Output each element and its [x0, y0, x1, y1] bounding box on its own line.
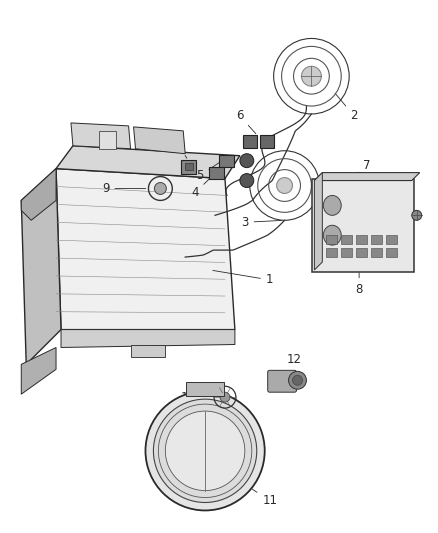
- Text: 3: 3: [241, 216, 282, 229]
- FancyBboxPatch shape: [268, 370, 297, 392]
- Polygon shape: [99, 131, 116, 149]
- Text: 10: 10: [171, 138, 187, 158]
- Circle shape: [240, 174, 254, 188]
- Polygon shape: [61, 329, 235, 348]
- Bar: [341, 248, 352, 257]
- Polygon shape: [314, 173, 322, 270]
- Polygon shape: [21, 168, 56, 220]
- Bar: [386, 235, 397, 244]
- Text: 6: 6: [236, 109, 256, 134]
- Polygon shape: [21, 168, 61, 365]
- FancyBboxPatch shape: [243, 135, 257, 148]
- Bar: [371, 248, 382, 257]
- FancyBboxPatch shape: [185, 163, 193, 170]
- Ellipse shape: [323, 225, 341, 245]
- Circle shape: [155, 182, 166, 195]
- Bar: [386, 248, 397, 257]
- Polygon shape: [56, 146, 240, 179]
- Bar: [371, 235, 382, 244]
- Bar: [326, 235, 337, 244]
- Bar: [356, 248, 367, 257]
- Bar: [356, 235, 367, 244]
- FancyBboxPatch shape: [186, 382, 224, 396]
- Polygon shape: [56, 168, 235, 329]
- Polygon shape: [71, 123, 131, 149]
- Circle shape: [165, 411, 245, 490]
- Polygon shape: [134, 127, 185, 154]
- Circle shape: [277, 177, 293, 193]
- Text: 11: 11: [249, 487, 277, 507]
- Text: 8: 8: [355, 273, 363, 296]
- Circle shape: [289, 372, 307, 389]
- FancyBboxPatch shape: [219, 155, 234, 167]
- Bar: [326, 248, 337, 257]
- Polygon shape: [314, 173, 420, 181]
- Text: 5: 5: [196, 162, 220, 182]
- Text: 9: 9: [102, 182, 146, 195]
- Circle shape: [412, 211, 422, 220]
- Text: 12: 12: [287, 353, 302, 373]
- Polygon shape: [131, 344, 165, 358]
- Text: 7: 7: [346, 159, 371, 181]
- FancyBboxPatch shape: [260, 135, 274, 148]
- Circle shape: [153, 399, 257, 503]
- Circle shape: [293, 375, 303, 385]
- Bar: [341, 235, 352, 244]
- FancyBboxPatch shape: [312, 179, 414, 272]
- FancyBboxPatch shape: [181, 160, 196, 174]
- Circle shape: [145, 391, 265, 511]
- FancyBboxPatch shape: [209, 167, 224, 179]
- Text: 1: 1: [213, 270, 273, 286]
- Circle shape: [301, 66, 321, 86]
- Text: 2: 2: [335, 93, 358, 123]
- Circle shape: [240, 154, 254, 168]
- Text: 4: 4: [191, 174, 214, 199]
- Polygon shape: [21, 348, 56, 394]
- Text: 13: 13: [181, 391, 211, 403]
- Ellipse shape: [323, 196, 341, 215]
- Circle shape: [220, 392, 230, 402]
